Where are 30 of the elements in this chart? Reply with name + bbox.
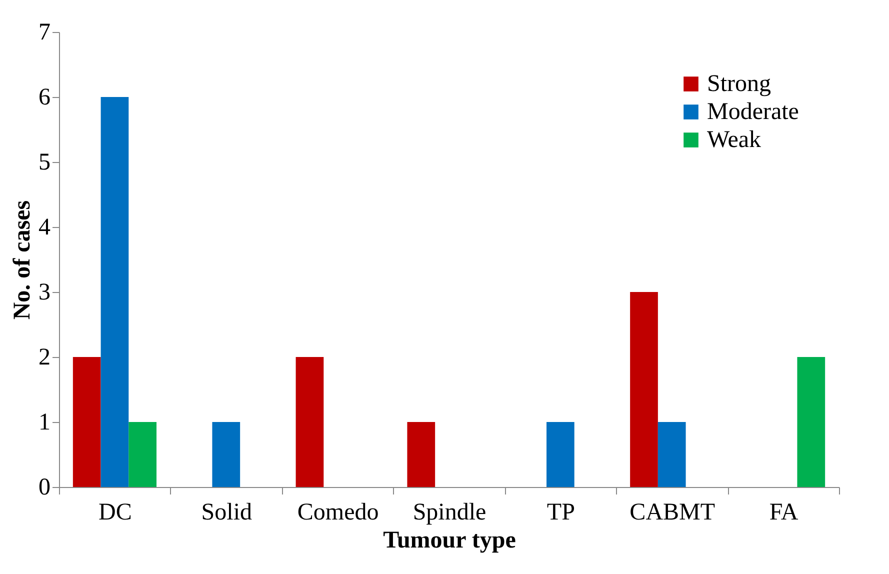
- bar: [212, 422, 240, 487]
- y-tick-label: 2: [38, 344, 50, 370]
- x-tick-label: Comedo: [297, 500, 379, 526]
- bar: [630, 292, 658, 487]
- x-tick-label: TP: [546, 500, 575, 526]
- y-tick-label: 3: [38, 280, 50, 306]
- bar: [128, 422, 156, 487]
- bar: [296, 357, 324, 487]
- bar: [546, 422, 574, 487]
- y-tick-label: 1: [38, 410, 50, 436]
- x-tick-label: Spindle: [412, 500, 486, 526]
- x-tick-label: Solid: [201, 500, 252, 526]
- bar: [407, 422, 436, 487]
- y-tick-label: 4: [38, 214, 50, 240]
- legend-label: Weak: [707, 127, 762, 153]
- legend-label: Strong: [707, 71, 772, 97]
- x-tick-label: FA: [769, 500, 799, 526]
- bar: [72, 357, 101, 487]
- legend-label: Moderate: [707, 99, 799, 125]
- y-tick-label: 5: [38, 150, 50, 176]
- x-tick-label: DC: [98, 500, 132, 526]
- bar: [100, 97, 129, 487]
- y-tick-label: 0: [38, 474, 50, 500]
- y-tick-label: 7: [38, 20, 50, 46]
- y-axis-title: No. of cases: [10, 200, 36, 320]
- bar: [797, 357, 826, 487]
- y-tick-label: 6: [38, 84, 50, 110]
- x-axis-title: Tumour type: [383, 528, 516, 554]
- x-tick-label: CABMT: [630, 500, 716, 526]
- bar: [658, 422, 686, 487]
